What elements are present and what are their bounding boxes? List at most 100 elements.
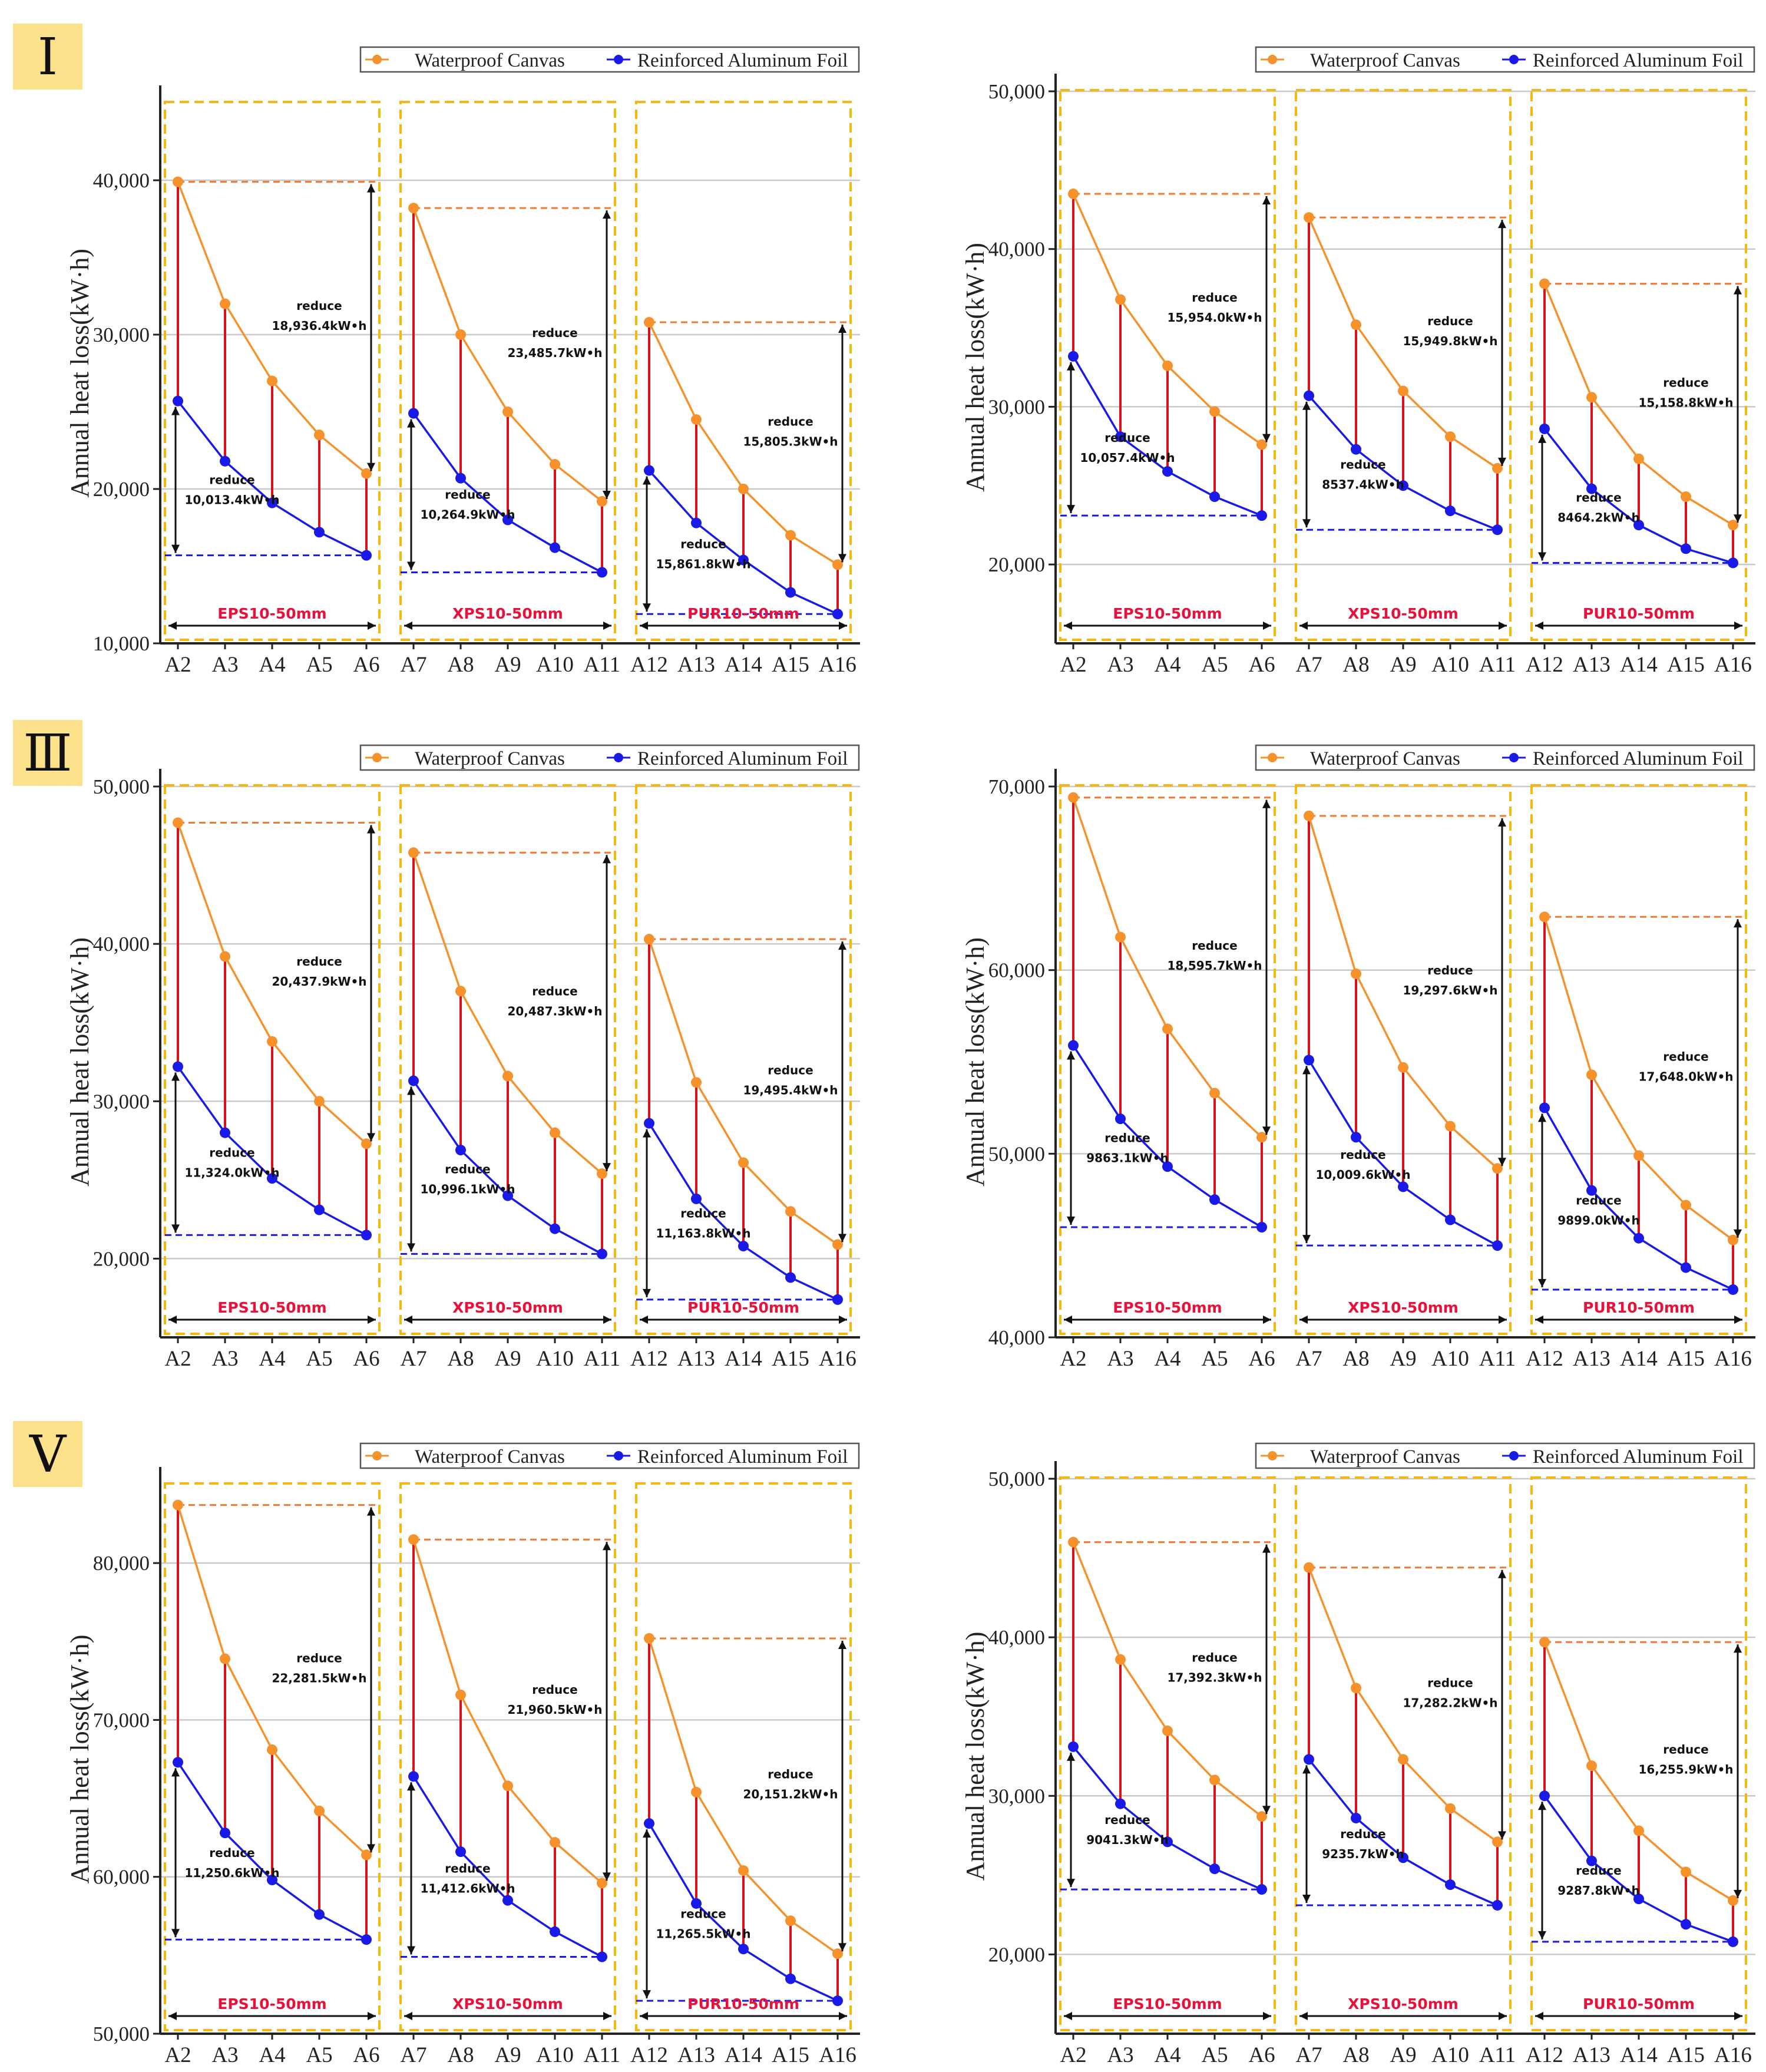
arrow-head — [1734, 1644, 1742, 1653]
y-tick-label: 50,000 — [988, 80, 1045, 103]
reinforced-aluminum-foil-point — [1162, 466, 1173, 477]
waterproof-canvas-point — [738, 484, 749, 494]
x-tick-label: A4 — [259, 653, 285, 677]
arrow-head — [171, 1224, 180, 1233]
x-tick-label: A2 — [1060, 653, 1086, 677]
reinforced-aluminum-foil-point — [1115, 1113, 1126, 1125]
reinforced-aluminum-foil-point — [314, 1909, 325, 1920]
reduce-value-bottom: 9041.3kW•h — [1086, 1833, 1169, 1847]
arrow-head — [839, 2012, 847, 2020]
y-tick-label: 70,000 — [93, 1709, 150, 1731]
arrow-head — [643, 1129, 651, 1138]
group-label: XPS10-50mm — [452, 1299, 563, 1316]
group-EPS10-50mm: reduce 15,954.0kW•h reduce 10,057.4kW•h EPS1… — [1059, 89, 1276, 677]
reduce-value-top: 18,936.4kW•h — [272, 319, 366, 333]
reinforced-aluminum-foil-point — [1162, 1836, 1173, 1848]
reduce-label-top: reduce — [1427, 963, 1473, 977]
reduce-label-top: reduce — [532, 1683, 577, 1697]
x-tick-label: A8 — [447, 2043, 474, 2067]
x-tick-label: A10 — [536, 2043, 574, 2067]
arrow-head — [1263, 622, 1271, 630]
waterproof-canvas-point — [1539, 278, 1550, 289]
x-tick-label: A16 — [1714, 1347, 1752, 1371]
reinforced-aluminum-foil-point — [1115, 431, 1126, 442]
reduce-value-top: 20,151.2kW•h — [743, 1787, 838, 1802]
reinforced-aluminum-foil-point — [173, 395, 183, 407]
reduce-label-top: reduce — [1663, 1050, 1708, 1064]
reinforced-aluminum-foil-point — [785, 1272, 796, 1283]
arrow-head — [1067, 1752, 1075, 1761]
panel-5: Ⅴ 50,000 60,000 70,000 80,000 Annual heat los… — [13, 1421, 860, 2067]
group-box — [399, 784, 616, 1335]
reinforced-aluminum-foil-point — [1492, 524, 1503, 536]
reinforced-aluminum-foil-point — [173, 1061, 183, 1072]
waterproof-canvas-point — [1728, 1895, 1738, 1906]
arrow-head — [368, 1316, 376, 1324]
x-tick-label: A6 — [1248, 2043, 1275, 2067]
legend-waterproof-canvas: Waterproof Canvas — [415, 1446, 565, 1468]
waterproof-canvas-point — [1398, 385, 1408, 396]
reinforced-aluminum-foil-point — [408, 408, 419, 419]
waterproof-canvas-point — [1209, 1088, 1220, 1099]
reinforced-aluminum-foil-point — [1728, 1936, 1738, 1947]
reduce-value-bottom: 10,009.6kW•h — [1315, 1168, 1410, 1182]
group-box — [164, 101, 381, 641]
arrow-head — [1538, 552, 1546, 561]
x-tick-label: A7 — [400, 2043, 426, 2067]
x-tick-label: A4 — [1154, 2043, 1180, 2067]
reduce-label-top: reduce — [1663, 375, 1708, 389]
waterproof-canvas-point — [1304, 212, 1314, 223]
reinforced-aluminum-foil-point — [785, 587, 796, 598]
arrow-head — [367, 462, 375, 471]
reinforced-aluminum-foil-point — [550, 1926, 560, 1937]
arrow-head — [640, 2012, 648, 2020]
reinforced-aluminum-foil-point — [1681, 543, 1691, 554]
waterproof-canvas-point — [1586, 1760, 1597, 1772]
panel-label: Ⅴ — [29, 1425, 67, 1484]
x-tick-label: A8 — [1342, 653, 1369, 677]
x-tick-label: A8 — [447, 653, 474, 677]
arrow-head — [643, 1829, 651, 1838]
arrow-head — [1734, 1889, 1742, 1898]
panel-badge — [13, 24, 82, 90]
reinforced-aluminum-foil-point — [502, 514, 513, 526]
arrow-head — [1499, 2012, 1507, 2020]
x-tick-label: A12 — [630, 1347, 668, 1371]
x-tick-label: A7 — [400, 1347, 426, 1371]
x-tick-label: A12 — [630, 653, 668, 677]
x-tick-label: A3 — [1107, 653, 1133, 677]
group-EPS10-50mm: reduce 22,281.5kW•h reduce 11,250.6kW•h EPS1… — [164, 1482, 381, 2067]
reinforced-aluminum-foil-point — [1068, 1040, 1079, 1051]
waterproof-canvas-point — [1681, 491, 1691, 503]
group-box — [399, 101, 616, 641]
waterproof-canvas-point — [220, 1653, 230, 1664]
arrow-head — [1067, 505, 1075, 514]
reduce-label-bottom: reduce — [209, 1145, 254, 1159]
arrow-head — [643, 1288, 651, 1297]
arrow-head — [404, 2012, 412, 2020]
reinforced-aluminum-foil-point — [832, 1995, 843, 2007]
reduce-value-top: 15,949.8kW•h — [1403, 334, 1497, 348]
waterproof-canvas-point — [1351, 1683, 1361, 1694]
x-tick-label: A2 — [164, 2043, 191, 2067]
reinforced-aluminum-foil-point — [408, 1771, 419, 1782]
x-tick-label: A10 — [1431, 2043, 1469, 2067]
y-axis-label: Annual heat loss(kW·h) — [65, 249, 94, 498]
reduce-value-bottom: 10,057.4kW•h — [1080, 451, 1175, 465]
x-tick-label: A9 — [494, 2043, 521, 2067]
panel-badge — [13, 1421, 82, 1487]
x-tick-label: A14 — [1620, 1347, 1658, 1371]
reinforced-aluminum-foil-point — [173, 1757, 183, 1768]
reduce-value-bottom: 10,013.4kW•h — [184, 493, 279, 507]
arrow-head — [1734, 2012, 1742, 2020]
reinforced-aluminum-foil-point — [550, 1223, 560, 1234]
arrow-head — [1499, 622, 1507, 630]
group-box — [1295, 1476, 1512, 2031]
waterproof-canvas-point — [597, 1168, 607, 1179]
arrow-head — [603, 1316, 611, 1324]
group-label: EPS10-50mm — [217, 1995, 326, 2012]
waterproof-canvas-point — [550, 459, 560, 470]
group-box — [1059, 1476, 1276, 2031]
arrow-head — [368, 622, 376, 630]
arrow-head — [1067, 362, 1075, 371]
